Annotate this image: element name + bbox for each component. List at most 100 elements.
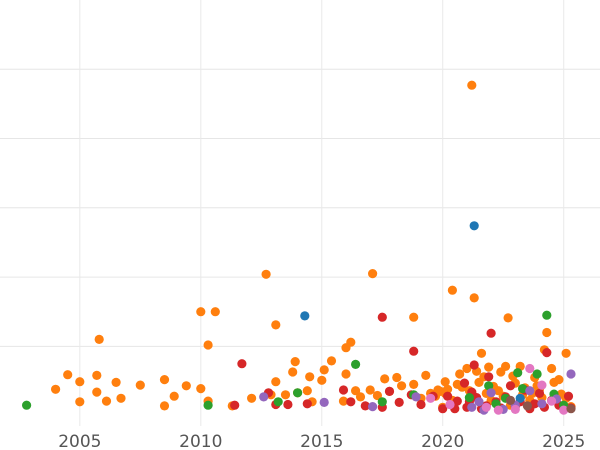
scatter-point-green: [273, 397, 283, 407]
scatter-point-green: [203, 400, 213, 410]
scatter-point-green: [513, 368, 523, 378]
scatter-point-red: [484, 372, 494, 382]
scatter-point-orange: [368, 269, 378, 279]
scatter-point-purple: [319, 397, 329, 407]
scatter-point-green: [22, 400, 32, 410]
scatter-point-orange: [501, 361, 511, 371]
scatter-point-orange: [196, 307, 206, 317]
scatter-point-orange: [290, 357, 300, 367]
scatter-point-orange: [317, 375, 327, 385]
scatter-point-orange: [280, 390, 291, 400]
scatter-point-purple: [411, 392, 421, 402]
scatter-point-orange: [561, 348, 571, 358]
scatter-point-orange: [547, 363, 557, 374]
scatter-point-orange: [169, 391, 179, 401]
scatter-point-orange: [421, 370, 431, 380]
scatter-point-purple: [368, 402, 378, 412]
scatter-point-orange: [288, 367, 298, 377]
scatter-point-red: [530, 399, 540, 409]
scatter-point-purple: [259, 392, 269, 402]
scatter-point-red: [563, 391, 574, 401]
scatter-point-red: [394, 397, 404, 407]
scatter-point-purple: [474, 397, 484, 407]
scatter-point-red: [409, 346, 419, 356]
scatter-point-orange: [346, 337, 356, 347]
scatter-point-pink: [547, 396, 557, 406]
scatter-point-red: [452, 396, 462, 406]
scatter-point-orange: [409, 312, 419, 322]
scatter-point-orange: [305, 372, 315, 382]
scatter-point-pink: [445, 399, 455, 410]
scatter-point-orange: [503, 313, 513, 323]
scatter-point-green: [542, 310, 552, 320]
scatter-point-orange: [447, 285, 457, 295]
x-tick-label: 2020: [421, 432, 464, 450]
scatter-point-orange: [271, 320, 281, 330]
scatter-point-brown: [566, 404, 576, 414]
scatter-point-red: [486, 328, 496, 338]
scatter-point-orange: [409, 379, 419, 389]
scatter-point-orange: [443, 384, 453, 394]
scatter-point-orange: [92, 370, 102, 380]
x-tick-label: 2015: [300, 432, 343, 450]
x-tick-label: 2005: [58, 432, 101, 450]
scatter-point-purple: [467, 402, 477, 412]
scatter-point-orange: [341, 369, 351, 379]
scatter-point-orange: [440, 377, 450, 387]
scatter-point-orange: [94, 334, 104, 344]
scatter-point-orange: [462, 363, 472, 374]
scatter-point-orange: [159, 375, 170, 385]
scatter-point-orange: [247, 393, 257, 403]
scatter-point-orange: [392, 372, 402, 383]
scatter-point-orange: [476, 348, 487, 358]
scatter-point-green: [484, 381, 494, 391]
scatter-point-pink: [510, 404, 520, 414]
scatter-point-orange: [135, 380, 145, 390]
scatter-point-orange: [196, 384, 206, 394]
scatter-point-red: [459, 378, 470, 388]
scatter-point-orange: [554, 375, 564, 385]
scatter-point-pink: [426, 393, 436, 403]
scatter-point-pink: [559, 405, 569, 415]
scatter-point-orange: [63, 370, 73, 380]
scatter-point-orange: [75, 377, 85, 387]
scatter-point-orange: [326, 356, 337, 366]
scatter-point-red: [346, 397, 356, 407]
scatter-point-orange: [397, 381, 407, 391]
scatter-point-red: [230, 400, 240, 410]
scatter-point-orange: [51, 384, 61, 394]
scatter-point-green: [518, 384, 528, 394]
scatter-point-red: [377, 312, 387, 322]
scatter-point-red: [542, 348, 552, 358]
scatter-point-orange: [467, 80, 477, 90]
scatter-point-purple: [566, 369, 576, 379]
scatter-point-red: [438, 404, 448, 414]
scatter-point-orange: [92, 387, 102, 397]
scatter-point-orange: [355, 392, 366, 402]
scatter-point-green: [351, 359, 361, 369]
scatter-point-orange: [455, 369, 465, 379]
scatter-point-red: [469, 360, 479, 370]
scatter-point-pink: [493, 405, 503, 415]
scatter-point-red: [384, 386, 395, 396]
scatter-point-orange: [542, 327, 552, 338]
scatter-point-orange: [159, 401, 170, 411]
scatter-point-blue: [300, 311, 310, 321]
scatter-point-red: [360, 401, 370, 411]
scatter-point-orange: [261, 269, 271, 279]
scatter-point-orange: [210, 307, 220, 317]
x-tick-label: 2025: [542, 432, 585, 450]
scatter-point-red: [283, 399, 293, 410]
scatter-point-green: [464, 393, 474, 403]
scatter-point-red: [338, 385, 349, 395]
scatter-point-orange: [380, 374, 390, 384]
scatter-point-green: [377, 397, 387, 407]
scatter-point-orange: [271, 377, 281, 387]
scatter-point-orange: [101, 396, 112, 406]
scatter-point-purple: [525, 386, 535, 396]
scatter-point-purple: [537, 399, 547, 409]
scatter-point-red: [237, 359, 247, 369]
scatter-point-pink: [537, 380, 547, 390]
scatter-point-red: [302, 399, 312, 409]
